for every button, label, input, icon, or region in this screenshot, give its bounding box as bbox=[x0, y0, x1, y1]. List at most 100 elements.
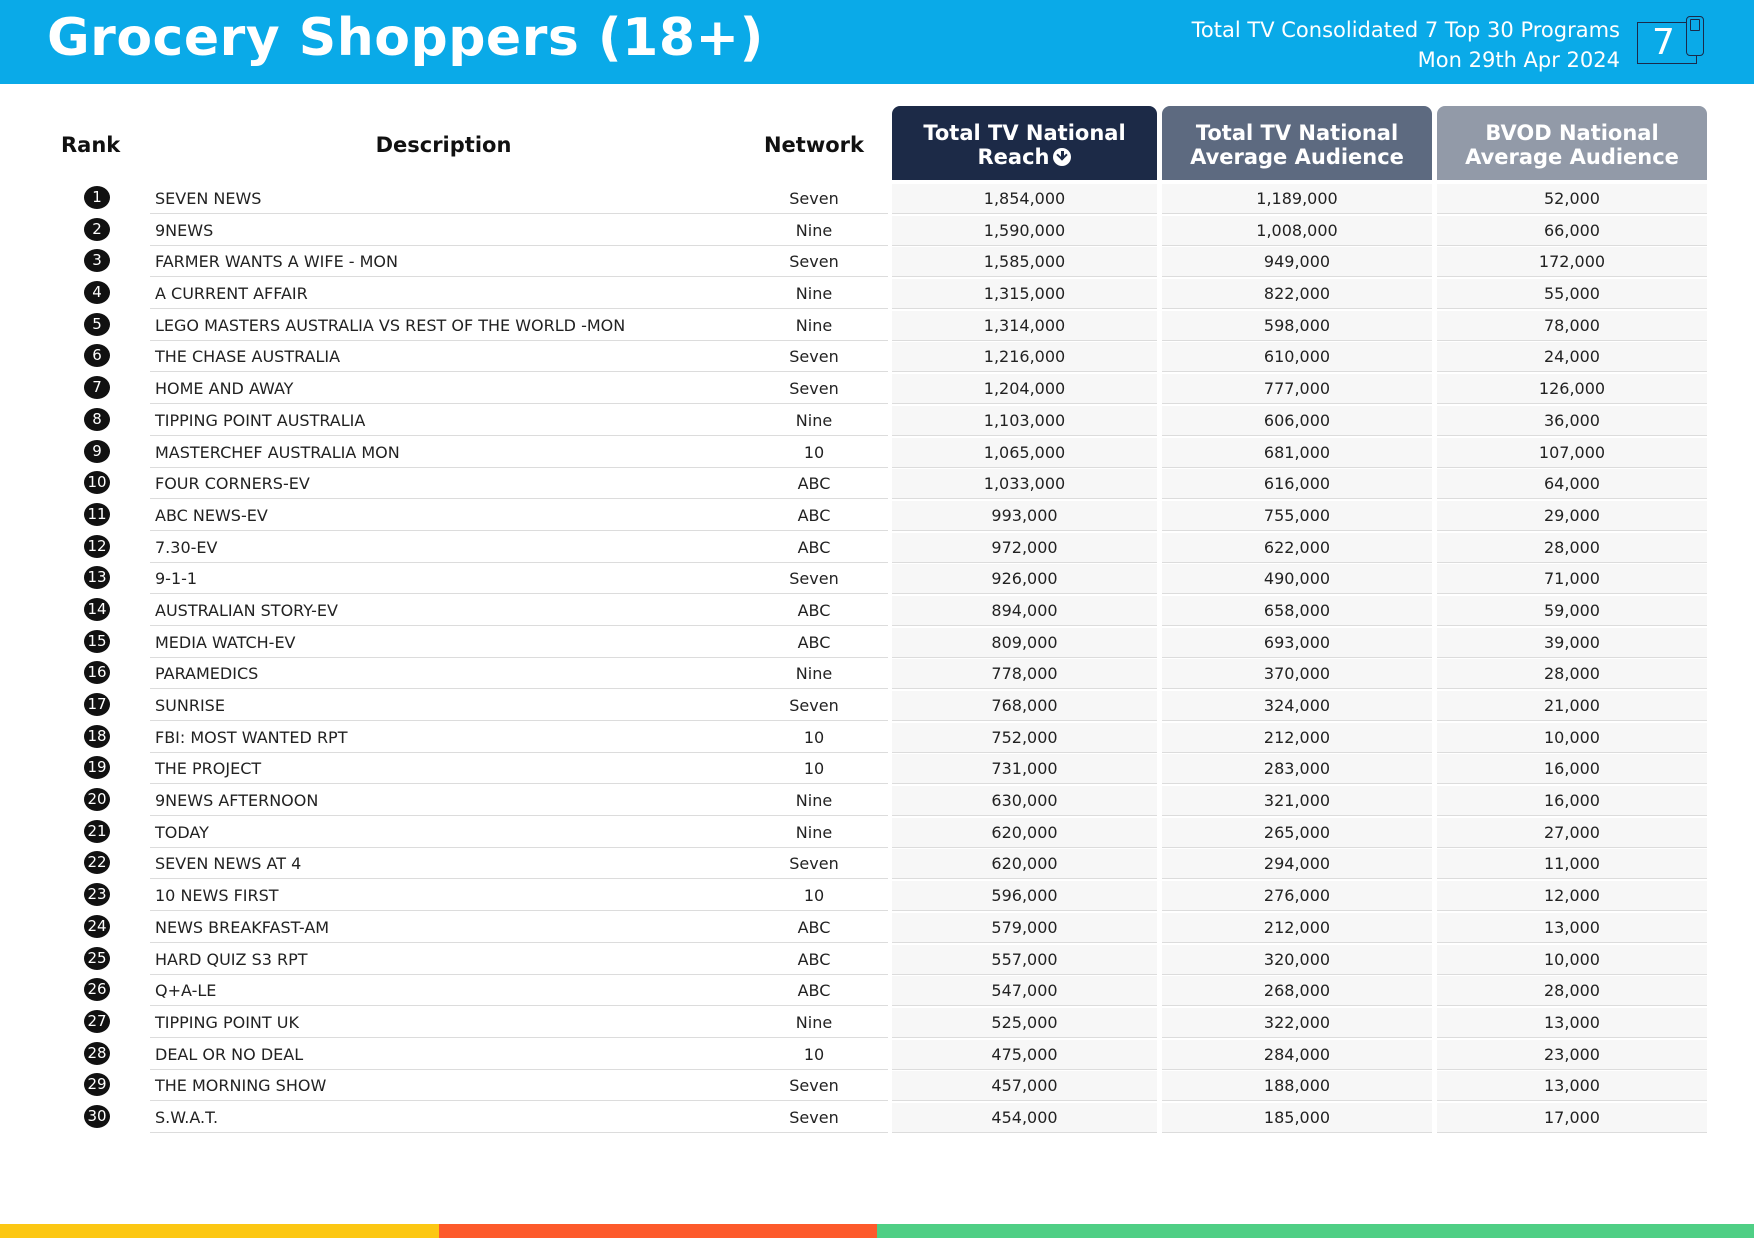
program-description: HARD QUIZ S3 RPT bbox=[150, 945, 742, 975]
bvod-header-line1: BVOD National bbox=[1485, 121, 1659, 145]
reach-value: 1,315,000 bbox=[892, 279, 1157, 310]
table-row: 7 HOME AND AWAY Seven 1,204,000 777,000 126,0… bbox=[0, 374, 1754, 406]
table-row: 13 9-1-1 Seven 926,000 490,000 71,000 bbox=[0, 564, 1754, 596]
rank-badge: 19 bbox=[84, 756, 110, 780]
table-row: 27 TIPPING POINT UK Nine 525,000 322,000 13,0… bbox=[0, 1007, 1754, 1040]
page-title: Grocery Shoppers (18+) bbox=[47, 8, 764, 68]
bvod-value: 172,000 bbox=[1437, 247, 1707, 278]
logo-number: 7 bbox=[1652, 22, 1675, 63]
reach-column-header[interactable]: Total TV National Reach bbox=[892, 106, 1157, 180]
program-description: LEGO MASTERS AUSTRALIA VS REST OF THE WO… bbox=[150, 311, 742, 341]
program-description: ABC NEWS-EV bbox=[150, 501, 742, 531]
rank-badge: 6 bbox=[84, 344, 110, 368]
table-row: 16 PARAMEDICS Nine 778,000 370,000 28,000 bbox=[0, 659, 1754, 691]
bvod-value: 16,000 bbox=[1437, 786, 1707, 817]
program-network: Nine bbox=[740, 279, 888, 310]
avg-audience-value: 681,000 bbox=[1162, 437, 1432, 468]
bvod-value: 28,000 bbox=[1437, 659, 1707, 690]
reach-value: 1,103,000 bbox=[892, 405, 1157, 436]
program-description: FARMER WANTS A WIFE - MON bbox=[150, 247, 742, 278]
rank-badge: 20 bbox=[84, 788, 110, 812]
bvod-value: 23,000 bbox=[1437, 1039, 1707, 1070]
reach-value: 778,000 bbox=[892, 659, 1157, 690]
program-description: 9NEWS bbox=[150, 216, 742, 246]
program-network: ABC bbox=[740, 913, 888, 943]
bvod-header-line2: Average Audience bbox=[1465, 145, 1679, 169]
program-description: PARAMEDICS bbox=[150, 659, 742, 690]
reach-value: 579,000 bbox=[892, 912, 1157, 943]
program-network: ABC bbox=[740, 469, 888, 500]
program-network: Nine bbox=[740, 311, 888, 341]
arrow-circle-down-icon[interactable] bbox=[1053, 148, 1072, 166]
program-network: Nine bbox=[740, 1008, 888, 1038]
program-network: Nine bbox=[740, 786, 888, 817]
avg-audience-column-header[interactable]: Total TV National Average Audience bbox=[1162, 106, 1432, 180]
program-description: FBI: MOST WANTED RPT bbox=[150, 723, 742, 753]
avg-audience-value: 490,000 bbox=[1162, 564, 1432, 595]
table-row: 24 NEWS BREAKFAST-AM ABC 579,000 212,000 13,0… bbox=[0, 912, 1754, 945]
rank-badge: 4 bbox=[84, 281, 110, 305]
reach-value: 525,000 bbox=[892, 1007, 1157, 1038]
program-description: THE PROJECT bbox=[150, 754, 742, 785]
avg-audience-value: 283,000 bbox=[1162, 754, 1432, 785]
program-network: 10 bbox=[740, 1040, 888, 1070]
avg-audience-value: 622,000 bbox=[1162, 532, 1432, 563]
table-row: 19 THE PROJECT 10 731,000 283,000 16,000 bbox=[0, 754, 1754, 786]
bvod-value: 29,000 bbox=[1437, 500, 1707, 531]
rank-badge: 1 bbox=[84, 186, 110, 209]
rank-badge: 21 bbox=[84, 819, 110, 843]
rank-badge: 11 bbox=[84, 502, 110, 526]
reach-value: 547,000 bbox=[892, 976, 1157, 1007]
footer-stripe-orange bbox=[439, 1224, 877, 1238]
avg-audience-value: 610,000 bbox=[1162, 342, 1432, 373]
avg-audience-value: 1,008,000 bbox=[1162, 215, 1432, 246]
reach-value: 993,000 bbox=[892, 500, 1157, 531]
rank-badge: 22 bbox=[84, 851, 110, 875]
table-row: 2 9NEWS Nine 1,590,000 1,008,000 66,000 bbox=[0, 215, 1754, 248]
bvod-column-header[interactable]: BVOD National Average Audience bbox=[1437, 106, 1707, 180]
table-row: 25 HARD QUIZ S3 RPT ABC 557,000 320,000 10,00… bbox=[0, 944, 1754, 977]
bvod-value: 12,000 bbox=[1437, 881, 1707, 912]
program-network: Seven bbox=[740, 564, 888, 595]
phone-icon bbox=[1686, 16, 1704, 56]
bvod-value: 11,000 bbox=[1437, 849, 1707, 880]
rank-badge: 7 bbox=[84, 376, 110, 400]
program-network: ABC bbox=[740, 628, 888, 658]
table-row: 23 10 NEWS FIRST 10 596,000 276,000 12,000 bbox=[0, 881, 1754, 913]
reach-value: 926,000 bbox=[892, 564, 1157, 595]
avg-audience-value: 324,000 bbox=[1162, 691, 1432, 721]
program-description: TODAY bbox=[150, 818, 742, 848]
program-description: 9-1-1 bbox=[150, 564, 742, 595]
bvod-value: 52,000 bbox=[1437, 184, 1707, 214]
reach-value: 1,590,000 bbox=[892, 215, 1157, 246]
page-header: Grocery Shoppers (18+) Total TV Consolid… bbox=[0, 0, 1754, 84]
program-description: THE MORNING SHOW bbox=[150, 1071, 742, 1102]
table-row: 28 DEAL OR NO DEAL 10 475,000 284,000 23,000 bbox=[0, 1039, 1754, 1072]
program-description: DEAL OR NO DEAL bbox=[150, 1040, 742, 1070]
table-row: 10 FOUR CORNERS-EV ABC 1,033,000 616,000 64,0… bbox=[0, 469, 1754, 501]
bvod-value: 71,000 bbox=[1437, 564, 1707, 595]
table-row: 30 S.W.A.T. Seven 454,000 185,000 17,000 bbox=[0, 1102, 1754, 1135]
avg-audience-value: 188,000 bbox=[1162, 1071, 1432, 1102]
program-description: NEWS BREAKFAST-AM bbox=[150, 913, 742, 943]
avg-audience-value: 822,000 bbox=[1162, 279, 1432, 310]
rank-badge: 17 bbox=[84, 693, 110, 716]
table-row: 21 TODAY Nine 620,000 265,000 27,000 bbox=[0, 817, 1754, 850]
table-row: 4 A CURRENT AFFAIR Nine 1,315,000 822,000 55,… bbox=[0, 279, 1754, 311]
rank-badge: 29 bbox=[84, 1073, 110, 1097]
reach-value: 894,000 bbox=[892, 595, 1157, 626]
program-description: SEVEN NEWS bbox=[150, 184, 742, 214]
reach-value: 1,854,000 bbox=[892, 184, 1157, 214]
bvod-value: 16,000 bbox=[1437, 754, 1707, 785]
rank-badge: 24 bbox=[84, 914, 110, 938]
avg-audience-value: 320,000 bbox=[1162, 944, 1432, 975]
table-row: 17 SUNRISE Seven 768,000 324,000 21,000 bbox=[0, 691, 1754, 723]
program-description: SUNRISE bbox=[150, 691, 742, 721]
table-row: 12 7.30-EV ABC 972,000 622,000 28,000 bbox=[0, 532, 1754, 565]
reach-value: 454,000 bbox=[892, 1102, 1157, 1133]
rank-badge: 8 bbox=[84, 407, 110, 431]
program-network: ABC bbox=[740, 945, 888, 975]
reach-value: 1,204,000 bbox=[892, 374, 1157, 405]
program-network: Nine bbox=[740, 406, 888, 436]
table-row: 29 THE MORNING SHOW Seven 457,000 188,000 13,… bbox=[0, 1071, 1754, 1103]
